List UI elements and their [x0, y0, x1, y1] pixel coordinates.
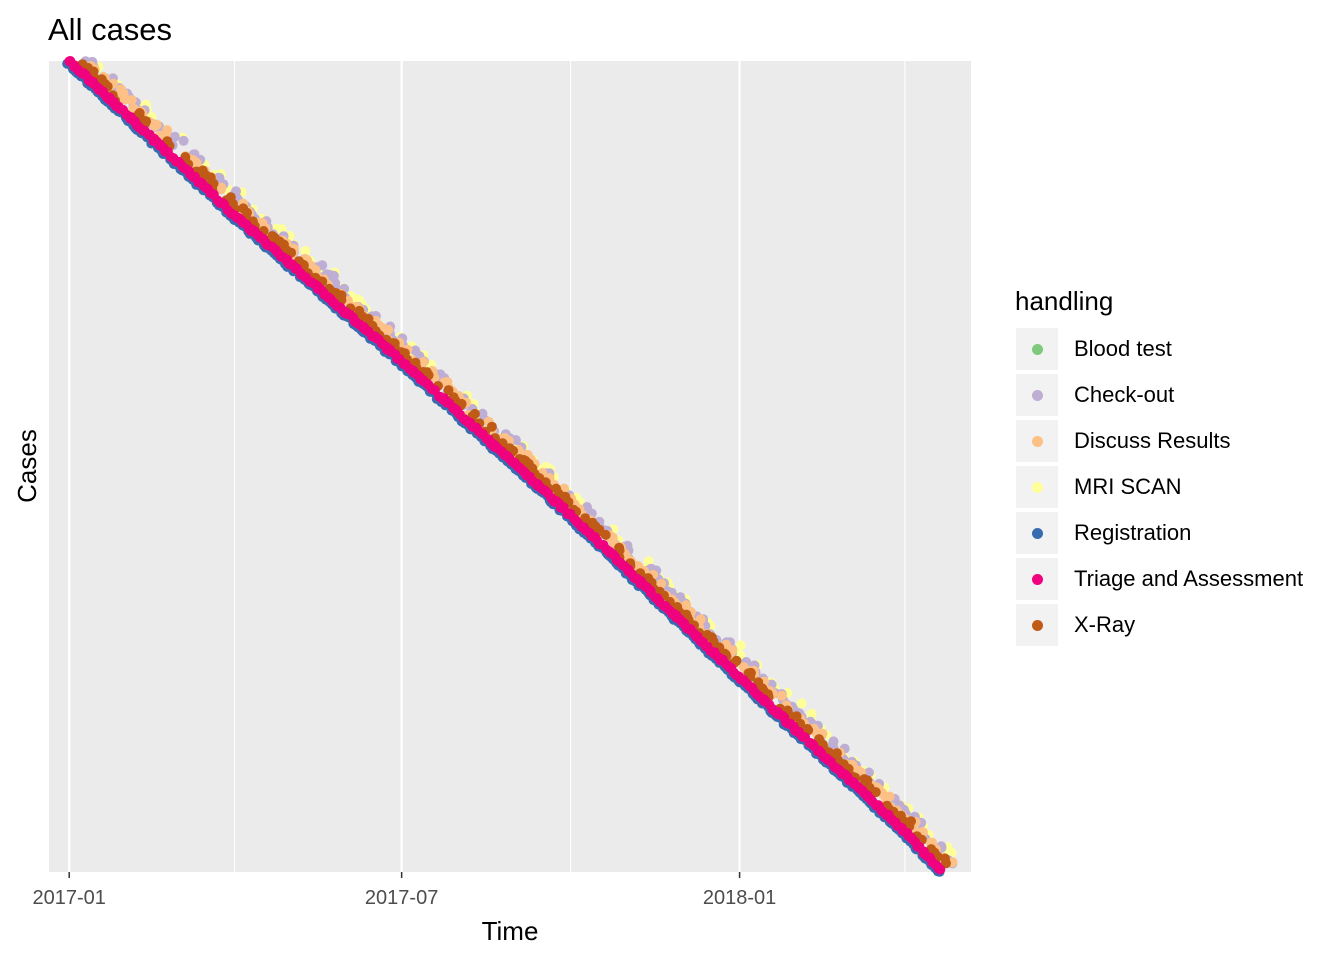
data-point [418, 357, 429, 367]
legend-item: Registration [1015, 510, 1303, 556]
data-point [215, 184, 226, 195]
data-point [151, 119, 162, 130]
data-point [935, 864, 946, 875]
legend-item: X-Ray [1015, 602, 1303, 648]
legend-label: MRI SCAN [1074, 474, 1182, 499]
data-points [62, 56, 958, 877]
x-tick-label: 2017-01 [33, 887, 106, 909]
grid-lines [68, 61, 906, 872]
legend-entries: Blood test Check-out Discuss Results MRI SC… [1015, 326, 1303, 648]
legend-item: Discuss Results [1015, 418, 1303, 464]
data-point [806, 708, 817, 719]
legend-key [1015, 557, 1059, 601]
legend-key [1015, 419, 1059, 463]
legend-label: X-Ray [1074, 612, 1136, 637]
data-point [443, 385, 454, 396]
legend-label: Check-out [1074, 382, 1175, 407]
legend-swatch [1032, 436, 1043, 447]
data-point [126, 95, 137, 106]
data-point [791, 711, 802, 722]
legend-title: handling [1015, 286, 1114, 316]
data-point [169, 131, 180, 142]
x-tick-label: 2018-01 [703, 887, 776, 909]
chart-title: All cases [48, 12, 173, 47]
data-point [731, 655, 742, 666]
data-point [946, 847, 957, 858]
legend-swatch [1032, 528, 1043, 539]
data-point [870, 787, 881, 798]
legend-key [1015, 603, 1059, 647]
legend-key [1015, 465, 1059, 509]
x-axis-title: Time [482, 916, 539, 946]
legend-key [1015, 327, 1059, 371]
data-point [735, 640, 746, 651]
legend-item: MRI SCAN [1015, 464, 1303, 510]
x-axis: 2017-01 2017-07 2018-01 [33, 872, 776, 909]
data-point [884, 791, 895, 802]
data-point [681, 600, 692, 611]
legend-item: Triage and Assessment [1015, 556, 1303, 602]
legend-label: Registration [1074, 520, 1192, 545]
legend-swatch [1032, 574, 1043, 585]
data-point [656, 578, 667, 589]
x-tick-label: 2017-07 [365, 887, 438, 909]
legend-swatch [1032, 620, 1043, 631]
y-axis-title: Cases [12, 429, 42, 503]
legend: handling Blood test Check-out Discuss Resu… [1015, 284, 1303, 648]
legend-swatch [1032, 482, 1043, 493]
data-point [178, 135, 189, 146]
data-point [600, 529, 611, 540]
data-point [300, 246, 311, 256]
data-point [695, 614, 706, 625]
legend-key [1015, 373, 1059, 417]
legend-label: Blood test [1074, 336, 1172, 361]
legend-swatch [1032, 390, 1043, 401]
legend-item: Blood test [1015, 326, 1303, 372]
data-point [796, 698, 807, 709]
legend-label: Triage and Assessment [1074, 566, 1304, 591]
legend-key [1015, 511, 1059, 555]
legend-swatch [1032, 344, 1043, 355]
data-point [383, 324, 394, 335]
data-point [776, 690, 787, 701]
legend-label: Discuss Results [1074, 428, 1231, 453]
legend-item: Check-out [1015, 372, 1303, 418]
